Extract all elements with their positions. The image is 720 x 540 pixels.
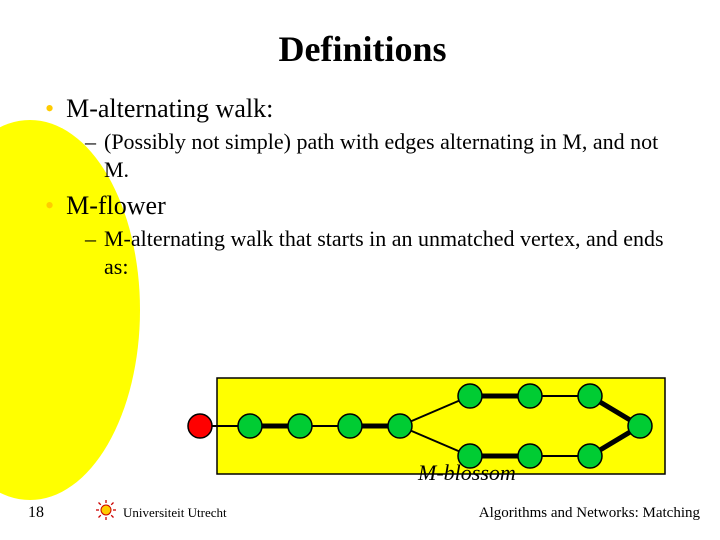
footer: 18 Universiteit Utrecht Algorithms and N…	[0, 500, 720, 530]
bullet-2: • M-flower	[45, 191, 680, 221]
bullet-1-sub: – (Possibly not simple) path with edges …	[85, 128, 680, 183]
footer-right-text: Algorithms and Networks: Matching	[479, 505, 700, 522]
bullet-dot-icon: •	[45, 193, 54, 219]
slide-content: Definitions • M-alternating walk: – (Pos…	[0, 0, 720, 280]
dash-icon: –	[85, 129, 96, 155]
page-title: Definitions	[45, 28, 680, 70]
bullet-1-label: M-alternating walk:	[66, 94, 273, 124]
dash-icon: –	[85, 226, 96, 252]
bullet-2-sub-text: M-alternating walk that starts in an unm…	[104, 225, 680, 280]
blossom-label: M-blossom	[418, 460, 516, 486]
bullet-1: • M-alternating walk:	[45, 94, 680, 124]
university-name: Universiteit Utrecht	[123, 505, 227, 521]
university-logo: Universiteit Utrecht	[95, 499, 227, 526]
bullet-2-label: M-flower	[66, 191, 166, 221]
sun-icon	[95, 499, 117, 526]
bullet-2-sub: – M-alternating walk that starts in an u…	[85, 225, 680, 280]
page-number: 18	[28, 504, 44, 522]
bullet-dot-icon: •	[45, 96, 54, 122]
bullet-1-sub-text: (Possibly not simple) path with edges al…	[104, 128, 680, 183]
